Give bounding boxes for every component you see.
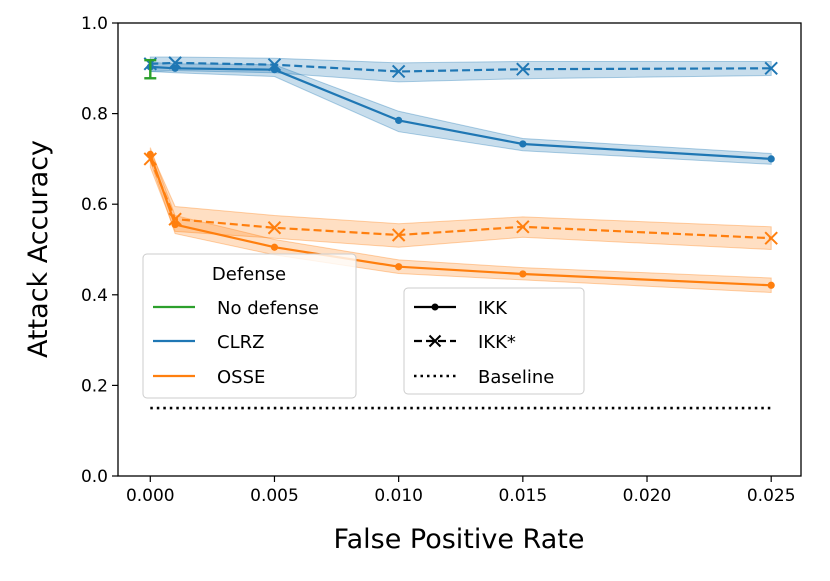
defense-legend-box [142, 253, 357, 399]
clrz-ikkstar-point [516, 62, 530, 76]
osse-ikkstar-point [143, 152, 157, 166]
clrz-ikkstar-point [764, 61, 778, 76]
legend-label-clrz: CLRZ [217, 332, 264, 353]
x-tick-label: 0.025 [747, 486, 796, 506]
x-axis-ticks: 0.000 0.005 0.010 0.015 0.020 0.025 [126, 476, 796, 506]
clrz-ikk-point [395, 116, 403, 124]
legend-marker-ikkstar [428, 334, 442, 348]
y-axis-ticks: 0.0 0.2 0.4 0.6 0.8 1.0 [81, 14, 118, 487]
y-tick-label: 0.2 [81, 376, 108, 396]
osse-ikkstar-point [391, 228, 406, 242]
osse-ikkstar-line [149, 158, 772, 240]
y-axis-label: Attack Accuracy [23, 140, 54, 358]
plot-frame [117, 22, 802, 477]
osse-ikkstar-point [516, 220, 530, 234]
clrz-ikkstar-point [168, 56, 182, 70]
x-tick-label: 0.000 [126, 486, 175, 506]
attack-legend-box [403, 287, 585, 395]
plot-background [118, 23, 801, 476]
defense-legend: Defense No defense CLRZ OSSE [142, 253, 357, 399]
y-tick-label: 0.6 [81, 195, 108, 215]
clrz-ikkstar-point [267, 57, 282, 72]
y-tick-label: 1.0 [81, 14, 108, 34]
y-tick-label: 0.4 [81, 286, 108, 306]
clrz-ikkstar-line [150, 61, 772, 73]
osse-ikk-point [270, 243, 279, 251]
legend-label-baseline: Baseline [478, 367, 554, 388]
y-tick-label: 0.0 [81, 467, 108, 487]
x-axis-label: False Positive Rate [334, 524, 585, 555]
x-tick-label: 0.020 [623, 486, 672, 506]
clrz-ikk-point [171, 64, 179, 72]
x-tick-label: 0.010 [374, 486, 423, 506]
attack-legend: IKK IKK* Baseline [403, 287, 585, 395]
legend-label-osse: OSSE [217, 367, 265, 388]
legend-label-ikkstar: IKK* [478, 332, 516, 353]
osse-ikkstar-point [764, 231, 778, 245]
osse-ikk-point [519, 270, 527, 278]
y-tick-label: 0.8 [81, 105, 108, 125]
defense-legend-title: Defense [212, 264, 286, 285]
x-tick-label: 0.005 [250, 486, 299, 506]
osse-ikkstar-point [168, 212, 182, 226]
clrz-ikk-point [519, 140, 527, 148]
legend-label-ikk: IKK [478, 298, 508, 319]
legend-label-no-defense: No defense [217, 298, 319, 319]
osse-ikkstar-band [149, 150, 772, 251]
clrz-ikk-point [767, 155, 775, 163]
legend-marker-ikk [431, 303, 439, 311]
error-bars [144, 58, 157, 80]
osse-ikkstar-point [267, 221, 282, 235]
x-tick-label: 0.015 [498, 486, 547, 506]
clrz-ikkstar-point [391, 64, 406, 79]
osse-ikk-point [767, 281, 775, 289]
osse-ikk-point [395, 263, 403, 271]
plot-area [118, 23, 801, 476]
osse-ikk-point [171, 220, 179, 229]
